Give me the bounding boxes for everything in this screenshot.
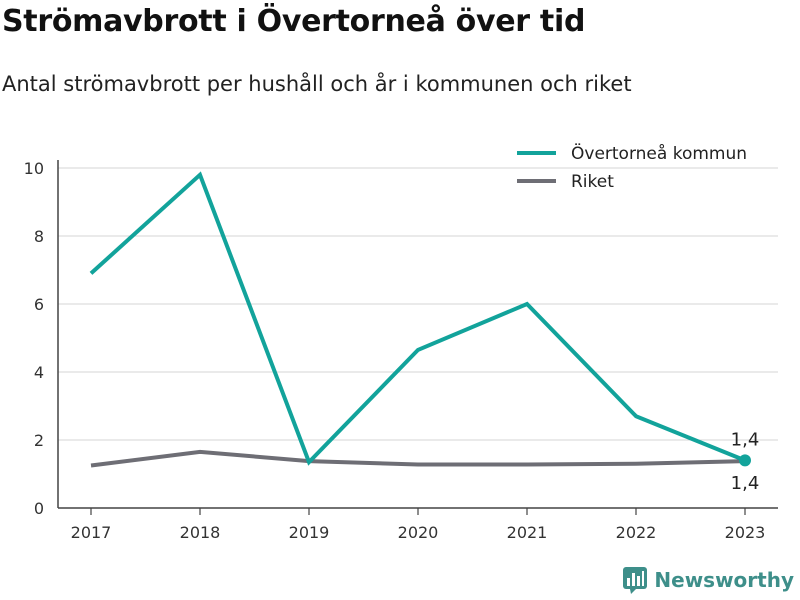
newsworthy-logo: Newsworthy	[622, 566, 794, 594]
y-tick-label: 2	[34, 431, 44, 450]
series-line	[90, 449, 746, 468]
x-tick-label: 2018	[180, 523, 221, 542]
chart-title: Strömavbrott i Övertorneå över tid	[2, 4, 586, 39]
x-tick-label: 2020	[398, 523, 439, 542]
y-tick-label: 0	[34, 499, 44, 518]
newsworthy-logo-icon	[623, 567, 648, 594]
series-line	[89, 171, 746, 466]
y-tick-label: 4	[34, 363, 44, 382]
y-tick-label: 6	[34, 295, 44, 314]
legend-label: Övertorneå kommun	[571, 142, 747, 164]
y-tick-label: 10	[24, 159, 44, 178]
legend-label: Riket	[571, 172, 614, 192]
data-label: 1,4	[731, 473, 760, 494]
brand-name: Newsworthy	[654, 568, 794, 592]
chart-subtitle: Antal strömavbrott per hushåll och år i …	[2, 72, 632, 96]
x-tick-label: 2019	[289, 523, 330, 542]
data-point-marker	[739, 454, 751, 467]
x-tick-label: 2022	[616, 523, 657, 542]
x-tick-label: 2021	[507, 523, 548, 542]
x-tick-label: 2017	[71, 523, 112, 542]
y-tick-label: 8	[34, 227, 44, 246]
x-tick-label: 2023	[725, 523, 766, 542]
data-label: 1,4	[731, 429, 760, 450]
